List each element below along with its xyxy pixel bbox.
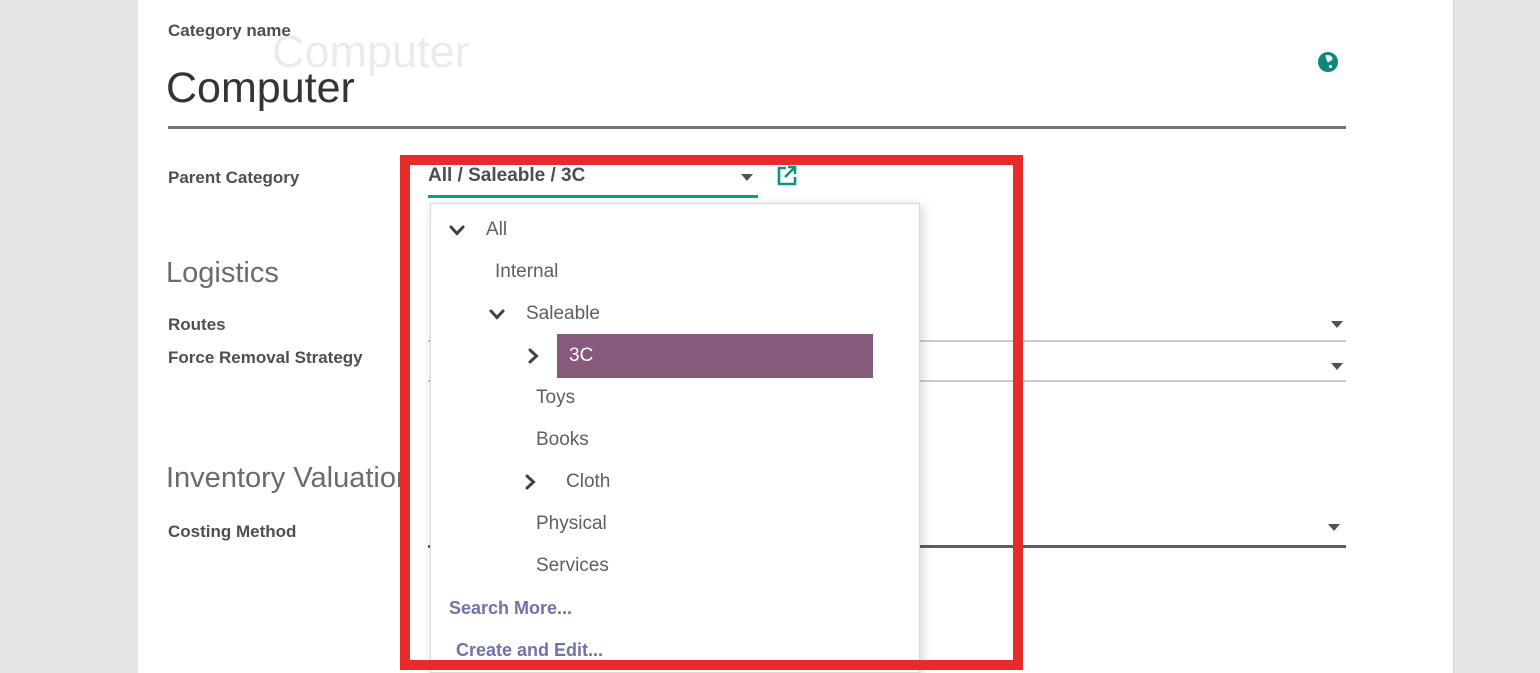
tree-item-label: Physical — [536, 513, 607, 534]
tree-item-label: Books — [536, 429, 589, 450]
tree-item-label: Toys — [536, 387, 576, 408]
tree-item-physical[interactable]: Physical — [431, 503, 919, 545]
parent-category-input[interactable]: All / Saleable / 3C — [428, 165, 586, 186]
routes-caret-down-icon[interactable] — [1331, 321, 1343, 328]
tree-item-toys[interactable]: Toys — [431, 377, 919, 419]
routes-label: Routes — [168, 315, 226, 334]
tree-item-internal[interactable]: Internal — [431, 251, 919, 293]
force-removal-caret-down-icon[interactable] — [1331, 363, 1343, 370]
tree-item-label: 3C — [569, 345, 594, 366]
search-more-label: Search More... — [449, 598, 573, 618]
parent-caret-down-icon[interactable] — [741, 174, 753, 181]
category-name-label: Category name — [168, 21, 291, 40]
tree-item-label: All — [486, 219, 508, 240]
logistics-heading: Logistics — [166, 257, 279, 289]
tree-item-saleable[interactable]: Saleable — [431, 293, 919, 335]
tree-item-services[interactable]: Services — [431, 545, 919, 587]
tree-item-label: Services — [536, 555, 609, 576]
selected-item-highlight: 3C — [557, 334, 873, 378]
external-link-icon[interactable] — [774, 163, 799, 188]
tree-item-label: Saleable — [526, 303, 600, 324]
costing-method-caret-down-icon[interactable] — [1328, 524, 1340, 531]
inventory-valuation-heading: Inventory Valuation — [166, 462, 402, 494]
tree-item-label: Internal — [495, 261, 559, 282]
chevron-right-icon[interactable] — [524, 474, 536, 490]
tree-item-books[interactable]: Books — [431, 419, 919, 461]
parent-field-underline — [428, 195, 758, 198]
create-and-edit-label: Create and Edit... — [456, 640, 604, 660]
force-removal-label: Force Removal Strategy — [168, 348, 363, 367]
ghost-title: Computer — [272, 26, 470, 77]
tree-item-3c-selected[interactable]: 3C — [431, 334, 919, 378]
chevron-down-icon[interactable] — [489, 308, 505, 320]
tree-item-label: Cloth — [566, 471, 611, 492]
parent-category-dropdown: All Internal Saleable 3C Toys Books — [430, 203, 920, 673]
chevron-down-icon[interactable] — [449, 224, 465, 236]
translate-globe-icon[interactable] — [1317, 51, 1339, 73]
parent-category-label: Parent Category — [168, 168, 300, 187]
search-more-option[interactable]: Search More... — [431, 587, 919, 629]
costing-method-label: Costing Method — [168, 522, 297, 541]
chevron-right-icon[interactable] — [527, 348, 539, 364]
category-name-value[interactable]: Computer — [166, 64, 355, 112]
create-and-edit-option[interactable]: Create and Edit... — [431, 629, 919, 671]
tree-item-all[interactable]: All — [431, 209, 919, 251]
title-underline — [168, 126, 1346, 129]
tree-item-cloth[interactable]: Cloth — [431, 461, 919, 503]
